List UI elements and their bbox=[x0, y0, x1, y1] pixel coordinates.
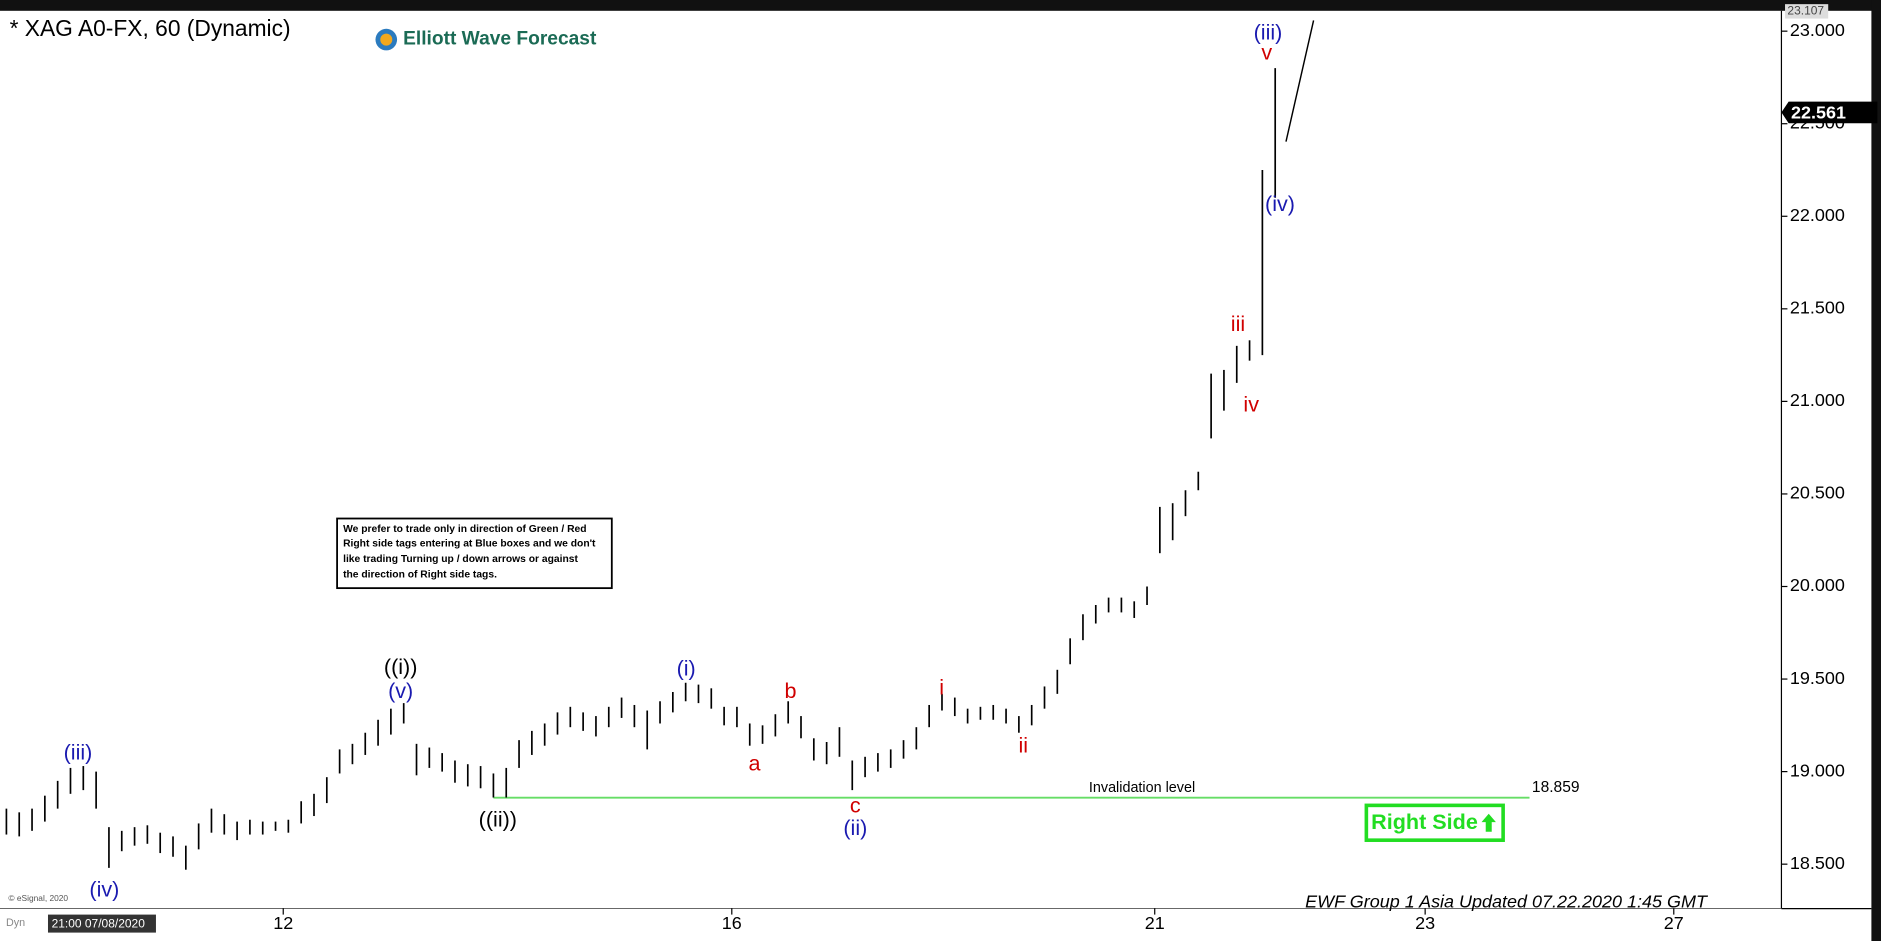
invalidation-text: Invalidation level bbox=[1089, 780, 1195, 796]
note-box: We prefer to trade only in direction of … bbox=[336, 517, 613, 590]
brand: Elliott Wave Forecast bbox=[403, 29, 597, 50]
wave-label: (i) bbox=[677, 655, 696, 680]
y-tick-label: 20.000 bbox=[1790, 575, 1845, 595]
top-price-box bbox=[1785, 4, 1829, 19]
x-tick-label: 21 bbox=[1145, 913, 1165, 933]
y-tick-label: 23.000 bbox=[1790, 20, 1845, 40]
wave-label: ((ii)) bbox=[479, 807, 517, 832]
note-line: the direction of Right side tags. bbox=[343, 570, 497, 581]
note-line: Right side tags entering at Blue boxes a… bbox=[343, 538, 596, 549]
up-arrow bbox=[1481, 813, 1496, 832]
wave-label: b bbox=[785, 678, 797, 703]
top-price-label: 23.107 bbox=[1787, 4, 1824, 18]
start-date: 21:00 07/08/2020 bbox=[52, 916, 146, 930]
y-tick-label: 20.500 bbox=[1790, 483, 1845, 503]
wave-label: c bbox=[850, 792, 861, 817]
last-price-label: 22.561 bbox=[1791, 102, 1846, 122]
chart-title: * XAG A0-FX, 60 (Dynamic) bbox=[10, 15, 291, 41]
wave-label: (iv) bbox=[89, 876, 119, 901]
y-tick-label: 21.000 bbox=[1790, 390, 1845, 410]
right-side-text: Right Side bbox=[1371, 809, 1478, 834]
wave-label: i bbox=[939, 675, 944, 700]
wave-label: (ii) bbox=[843, 815, 867, 840]
right-side-tag: Right Side bbox=[1364, 803, 1505, 842]
y-tick-label: 19.000 bbox=[1790, 760, 1845, 780]
x-tick-label: 12 bbox=[273, 913, 293, 933]
right-border bbox=[1871, 0, 1881, 941]
wave-label: iii bbox=[1231, 311, 1245, 336]
wave-label: ii bbox=[1018, 732, 1028, 757]
note-line: like trading Turning up / down arrows or… bbox=[343, 554, 578, 565]
y-tick-label: 22.000 bbox=[1790, 205, 1845, 225]
wave-label: (v) bbox=[388, 678, 413, 703]
x-axis-band bbox=[0, 908, 1782, 941]
top-border bbox=[0, 0, 1881, 11]
logo: Elliott Wave Forecast bbox=[375, 29, 597, 51]
x-tick-label: 16 bbox=[722, 913, 742, 933]
x-tick-label: 23 bbox=[1415, 913, 1435, 933]
wave-label: ((i)) bbox=[384, 654, 418, 679]
start-date-box bbox=[47, 914, 156, 933]
trend-line bbox=[1285, 20, 1315, 142]
logo-icon-core bbox=[380, 33, 393, 46]
invalidation-value: 18.859 bbox=[1532, 779, 1580, 796]
wave-label: v bbox=[1261, 40, 1272, 65]
y-tick-label: 19.500 bbox=[1790, 668, 1845, 688]
right-side-frame bbox=[1364, 803, 1505, 842]
wave-label: (iii) bbox=[64, 739, 93, 764]
footer: EWF Group 1 Asia Updated 07.22.2020 1:45… bbox=[1305, 891, 1709, 911]
note-frame bbox=[336, 517, 613, 590]
note-line: We prefer to trade only in direction of … bbox=[343, 524, 586, 535]
copyright: © eSignal, 2020 bbox=[8, 893, 68, 903]
wave-label: iv bbox=[1243, 391, 1259, 416]
wave-label: (iii) bbox=[1254, 19, 1283, 44]
wave-label: (iv) bbox=[1265, 191, 1295, 216]
y-tick-label: 18.500 bbox=[1790, 853, 1845, 873]
dyn-label: Dyn bbox=[6, 917, 25, 929]
wave-label: a bbox=[749, 750, 761, 775]
x-tick-label: 27 bbox=[1664, 913, 1684, 933]
last-price-box bbox=[1781, 101, 1878, 124]
y-tick-label: 21.500 bbox=[1790, 298, 1845, 318]
